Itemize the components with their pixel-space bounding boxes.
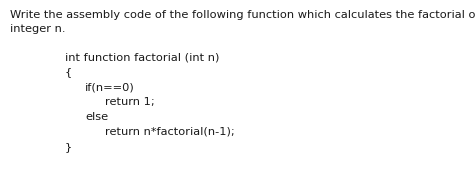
Text: return 1;: return 1; [105, 97, 155, 107]
Text: int function factorial (int n): int function factorial (int n) [65, 52, 219, 62]
Text: {: { [65, 67, 72, 77]
Text: if(n==0): if(n==0) [85, 82, 135, 92]
Text: integer n.: integer n. [10, 24, 66, 34]
Text: else: else [85, 112, 108, 122]
Text: Write the assembly code of the following function which calculates the factorial: Write the assembly code of the following… [10, 10, 475, 20]
Text: }: } [65, 142, 72, 152]
Text: return n*factorial(n-1);: return n*factorial(n-1); [105, 127, 235, 137]
